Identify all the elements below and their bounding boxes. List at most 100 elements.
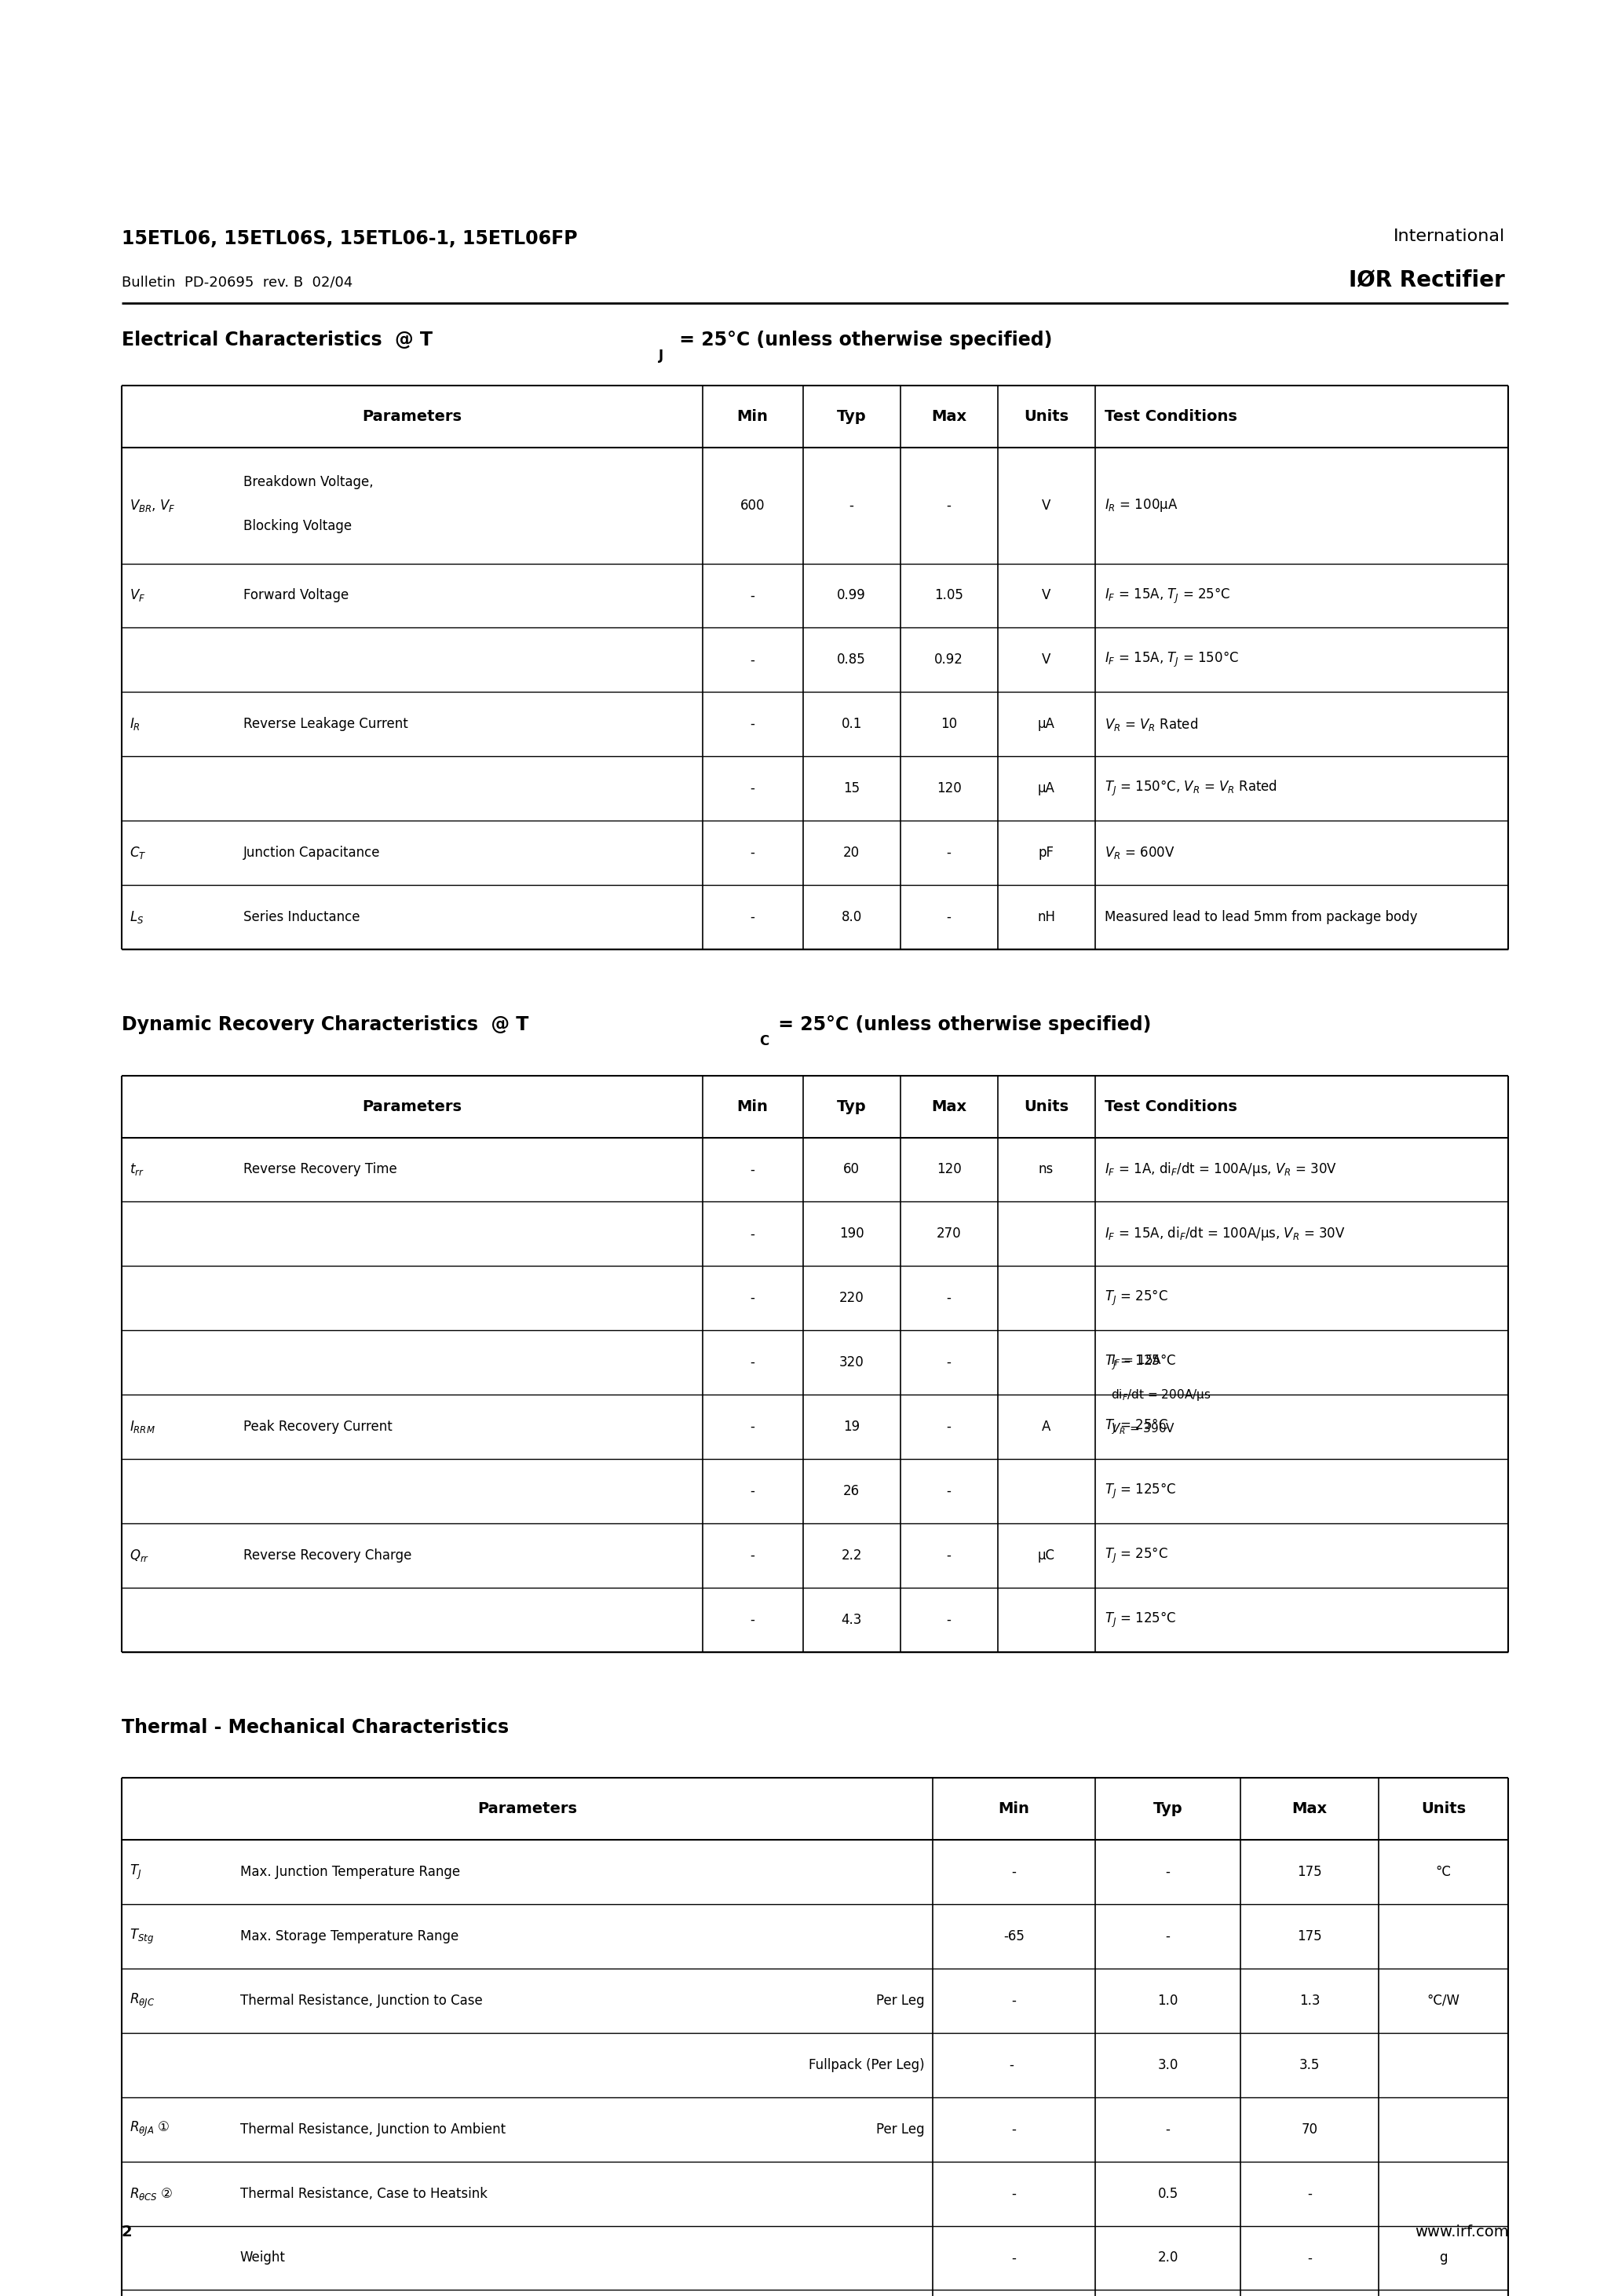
Text: 20: 20 bbox=[843, 845, 860, 859]
Text: 270: 270 bbox=[936, 1226, 962, 1240]
Text: $t_{rr}$: $t_{rr}$ bbox=[130, 1162, 144, 1178]
Text: $T_J$ = 150°C, $V_R$ = $V_R$ Rated: $T_J$ = 150°C, $V_R$ = $V_R$ Rated bbox=[1105, 778, 1277, 799]
Text: Thermal Resistance, Case to Heatsink: Thermal Resistance, Case to Heatsink bbox=[240, 2186, 487, 2200]
Text: International: International bbox=[1393, 230, 1505, 243]
Text: 600: 600 bbox=[740, 498, 766, 512]
Text: $T_J$ = 25°C: $T_J$ = 25°C bbox=[1105, 1545, 1168, 1566]
Text: Series Inductance: Series Inductance bbox=[243, 909, 360, 923]
Text: -: - bbox=[947, 909, 950, 923]
Text: Reverse Leakage Current: Reverse Leakage Current bbox=[243, 716, 409, 730]
Text: °C/W: °C/W bbox=[1427, 1993, 1460, 2007]
Text: = 25°C (unless otherwise specified): = 25°C (unless otherwise specified) bbox=[673, 331, 1053, 349]
Text: Blocking Voltage: Blocking Voltage bbox=[243, 519, 352, 533]
Text: Typ: Typ bbox=[837, 409, 866, 425]
Text: -: - bbox=[751, 1612, 754, 1626]
Text: 1.0: 1.0 bbox=[1158, 1993, 1178, 2007]
Text: 2.0: 2.0 bbox=[1158, 2250, 1178, 2264]
Text: -: - bbox=[1307, 2250, 1312, 2264]
Text: $Q_{rr}$: $Q_{rr}$ bbox=[130, 1548, 149, 1564]
Text: g: g bbox=[1439, 2250, 1448, 2264]
Text: -: - bbox=[751, 1226, 754, 1240]
Text: Units: Units bbox=[1023, 409, 1069, 425]
Text: -: - bbox=[1166, 1864, 1169, 1878]
Text: Parameters: Parameters bbox=[362, 1100, 462, 1114]
Text: 120: 120 bbox=[936, 781, 962, 794]
Text: Test Conditions: Test Conditions bbox=[1105, 1100, 1238, 1114]
Text: $T_J$ = 25°C: $T_J$ = 25°C bbox=[1105, 1417, 1168, 1437]
Text: μC: μC bbox=[1038, 1548, 1054, 1561]
Text: Thermal Resistance, Junction to Ambient: Thermal Resistance, Junction to Ambient bbox=[240, 2122, 506, 2135]
Text: Max. Storage Temperature Range: Max. Storage Temperature Range bbox=[240, 1929, 459, 1942]
Text: -: - bbox=[1009, 2057, 1019, 2071]
Text: -: - bbox=[1012, 1993, 1015, 2007]
Text: 15ETL06, 15ETL06S, 15ETL06-1, 15ETL06FP: 15ETL06, 15ETL06S, 15ETL06-1, 15ETL06FP bbox=[122, 230, 577, 248]
Text: $I_{RRM}$: $I_{RRM}$ bbox=[130, 1419, 156, 1435]
Text: $T_J$: $T_J$ bbox=[130, 1862, 141, 1880]
Text: V: V bbox=[1041, 498, 1051, 512]
Text: 15: 15 bbox=[843, 781, 860, 794]
Text: www.irf.com: www.irf.com bbox=[1414, 2225, 1508, 2239]
Text: -65: -65 bbox=[1002, 1929, 1025, 1942]
Text: -: - bbox=[947, 1419, 950, 1433]
Text: Min: Min bbox=[736, 409, 769, 425]
Text: pF: pF bbox=[1038, 845, 1054, 859]
Text: Min: Min bbox=[736, 1100, 769, 1114]
Text: 26: 26 bbox=[843, 1483, 860, 1497]
Text: -: - bbox=[751, 716, 754, 730]
Text: -: - bbox=[1307, 2186, 1312, 2200]
Text: Units: Units bbox=[1023, 1100, 1069, 1114]
Text: -: - bbox=[751, 909, 754, 923]
Text: 1.05: 1.05 bbox=[934, 588, 963, 602]
Text: IØR Rectifier: IØR Rectifier bbox=[1350, 269, 1505, 292]
Text: Parameters: Parameters bbox=[477, 1802, 577, 1816]
Text: 19: 19 bbox=[843, 1419, 860, 1433]
Text: $T_J$ = 25°C: $T_J$ = 25°C bbox=[1105, 1288, 1168, 1309]
Text: $I_{F}$ = 15A, di$_F$/dt = 100A/μs, $V_R$ = 30V: $I_{F}$ = 15A, di$_F$/dt = 100A/μs, $V_R… bbox=[1105, 1226, 1345, 1242]
Text: μA: μA bbox=[1038, 716, 1054, 730]
Text: Forward Voltage: Forward Voltage bbox=[243, 588, 349, 602]
Text: 190: 190 bbox=[839, 1226, 865, 1240]
Text: Breakdown Voltage,: Breakdown Voltage, bbox=[243, 475, 373, 489]
Text: -: - bbox=[850, 498, 853, 512]
Text: 0.85: 0.85 bbox=[837, 652, 866, 666]
Text: $V_R$ = 390V: $V_R$ = 390V bbox=[1111, 1421, 1176, 1437]
Text: $R_{\theta CS}$ ②: $R_{\theta CS}$ ② bbox=[130, 2186, 174, 2202]
Text: -: - bbox=[751, 1548, 754, 1561]
Text: $I_F$ = 1A, di$_F$/dt = 100A/μs, $V_R$ = 30V: $I_F$ = 1A, di$_F$/dt = 100A/μs, $V_R$ =… bbox=[1105, 1162, 1337, 1178]
Text: Units: Units bbox=[1421, 1802, 1466, 1816]
Text: -: - bbox=[947, 1548, 950, 1561]
Text: 10: 10 bbox=[941, 716, 957, 730]
Text: -: - bbox=[1166, 2122, 1169, 2135]
Text: Max: Max bbox=[931, 1100, 967, 1114]
Text: 70: 70 bbox=[1301, 2122, 1319, 2135]
Text: $C_T$: $C_T$ bbox=[130, 845, 146, 861]
Text: Electrical Characteristics  @ T: Electrical Characteristics @ T bbox=[122, 331, 433, 349]
Text: -: - bbox=[751, 652, 754, 666]
Text: 0.5: 0.5 bbox=[1158, 2186, 1178, 2200]
Text: $I_R$: $I_R$ bbox=[130, 716, 141, 732]
Text: -: - bbox=[1012, 2122, 1015, 2135]
Text: V: V bbox=[1041, 588, 1051, 602]
Text: 220: 220 bbox=[839, 1290, 865, 1304]
Text: A: A bbox=[1041, 1419, 1051, 1433]
Text: = 25°C (unless otherwise specified): = 25°C (unless otherwise specified) bbox=[772, 1015, 1152, 1035]
Text: 1.3: 1.3 bbox=[1299, 1993, 1320, 2007]
Text: 4.3: 4.3 bbox=[842, 1612, 861, 1626]
Text: Dynamic Recovery Characteristics  @ T: Dynamic Recovery Characteristics @ T bbox=[122, 1015, 529, 1035]
Text: Thermal Resistance, Junction to Case: Thermal Resistance, Junction to Case bbox=[240, 1993, 482, 2007]
Text: Junction Capacitance: Junction Capacitance bbox=[243, 845, 380, 859]
Text: $R_{\theta JC}$: $R_{\theta JC}$ bbox=[130, 1991, 156, 2009]
Text: Max: Max bbox=[931, 409, 967, 425]
Text: Test Conditions: Test Conditions bbox=[1105, 409, 1238, 425]
Text: -: - bbox=[947, 498, 950, 512]
Text: 175: 175 bbox=[1298, 1929, 1322, 1942]
Text: 3.0: 3.0 bbox=[1158, 2057, 1178, 2071]
Text: Max. Junction Temperature Range: Max. Junction Temperature Range bbox=[240, 1864, 461, 1878]
Text: $T_J$ = 125°C: $T_J$ = 125°C bbox=[1105, 1352, 1176, 1373]
Text: $I_R$ = 100μA: $I_R$ = 100μA bbox=[1105, 498, 1178, 514]
Text: Fullpack (Per Leg): Fullpack (Per Leg) bbox=[809, 2057, 925, 2071]
Text: -: - bbox=[1012, 1864, 1015, 1878]
Text: C: C bbox=[759, 1033, 769, 1047]
Text: $V_{BR}$, $V_F$: $V_{BR}$, $V_F$ bbox=[130, 498, 175, 514]
Text: Bulletin  PD-20695  rev. B  02/04: Bulletin PD-20695 rev. B 02/04 bbox=[122, 276, 352, 289]
